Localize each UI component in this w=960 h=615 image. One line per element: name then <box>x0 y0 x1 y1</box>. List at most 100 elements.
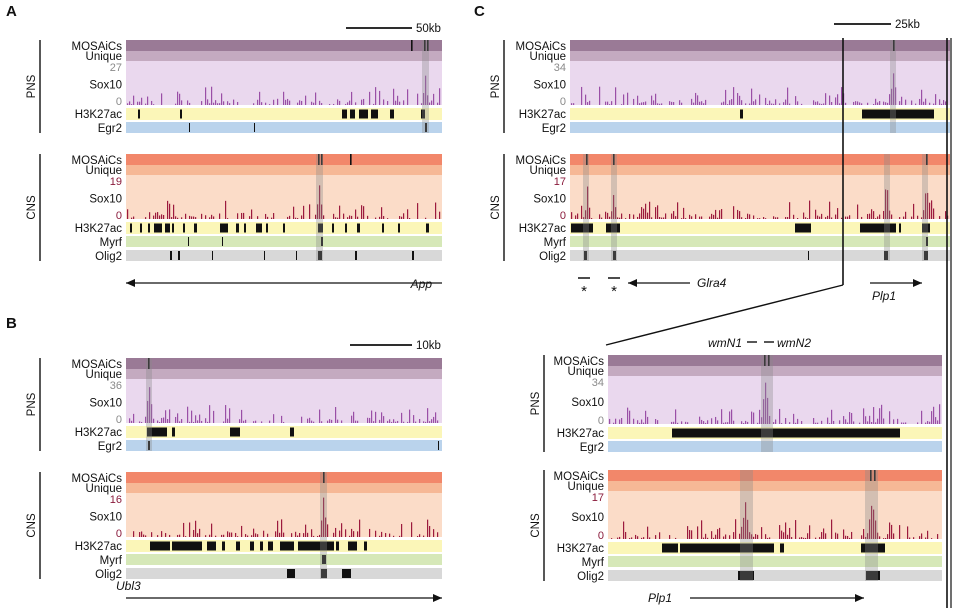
sox10-peak-bar <box>931 538 933 539</box>
sox10-peak-bar <box>707 420 709 424</box>
h3k27ac-peak <box>795 223 811 233</box>
sox10-peak-bar <box>585 94 587 105</box>
sox10-peak-bar <box>869 519 871 539</box>
sox10-peak-bar <box>925 98 927 105</box>
sox10-track <box>126 493 442 537</box>
h3k27ac-peak <box>350 109 355 119</box>
sox10-peak-bar <box>315 92 317 105</box>
sox10-peak-bar <box>773 422 775 424</box>
sox10-peak-bar <box>851 412 853 424</box>
sox10-peak-bar <box>891 524 893 539</box>
sox10-peak-bar <box>257 534 259 537</box>
sox10-max-value: 19 <box>110 176 122 188</box>
sox10-peak-bar <box>439 88 441 105</box>
sox10-peak-bar <box>883 210 885 219</box>
sox10-peak-bar <box>373 421 375 423</box>
tf-binding-peak <box>254 123 255 132</box>
sox10-peak-bar <box>311 101 313 105</box>
sox10-peak-bar <box>185 213 187 219</box>
sox10-peak-bar <box>337 217 339 219</box>
sox10-peak-bar <box>723 101 725 105</box>
arrow-head <box>913 279 922 287</box>
sox10-peak-bar <box>749 532 751 539</box>
sox10-peak-bar <box>689 530 691 539</box>
mosaics-track <box>126 358 442 369</box>
sox10-peak-bar <box>307 418 309 423</box>
sox10-peak-bar <box>629 213 631 219</box>
sox10-peak-bar <box>183 522 185 537</box>
h3k27ac-peak <box>672 428 900 438</box>
sox10-peak-bar <box>221 93 223 105</box>
mosaics-mark <box>321 154 323 165</box>
tf-binding-peak <box>322 555 326 564</box>
sox10-peak-bar <box>921 533 923 539</box>
sox10-peak-bar <box>225 200 227 219</box>
sox10-peak-bar <box>867 533 869 539</box>
sox10-peak-bar <box>253 528 255 537</box>
sox10-peak-bar <box>369 417 371 423</box>
sox10-peak-bar <box>607 212 609 219</box>
mosaics-mark <box>323 472 325 483</box>
sox10-peak-bar <box>419 418 421 423</box>
sox10-peak-bar <box>613 195 615 219</box>
sox10-peak-bar <box>171 217 173 219</box>
sox10-peak-bar <box>261 421 263 423</box>
sox10-peak-bar <box>707 537 709 539</box>
panel-cz-plp1-arrow <box>690 594 864 602</box>
sox10-peak-bar <box>619 217 621 219</box>
myrf-track-label: Myrf <box>100 237 123 249</box>
sox10-peak-bar <box>437 420 439 423</box>
sox10-peak-bar <box>293 206 295 219</box>
sox10-peak-bar <box>151 532 153 537</box>
sox10-peak-bar <box>747 421 749 424</box>
sox10-peak-bar <box>735 519 737 539</box>
sox10-peak-bar <box>311 420 313 423</box>
sox10-peak-bar <box>379 216 381 219</box>
sox10-peak-bar <box>715 534 717 539</box>
sox10-peak-bar <box>943 100 945 105</box>
sox10-peak-bar <box>645 203 647 219</box>
sox10-peak-bar <box>821 532 823 539</box>
sox10-max-value: 16 <box>110 494 122 506</box>
unique-track <box>126 165 442 175</box>
sox10-peak-bar <box>883 418 885 424</box>
sox10-peak-bar <box>177 413 179 423</box>
sox10-peak-bar <box>879 101 881 105</box>
sox10-peak-bar <box>675 537 677 539</box>
sox10-peak-bar <box>773 103 775 105</box>
sox10-peak-bar <box>339 100 341 105</box>
mosaics-mark <box>874 470 876 481</box>
sox10-peak-bar <box>787 534 789 539</box>
sox10-peak-bar <box>729 100 731 105</box>
mosaics-mark <box>764 355 766 366</box>
h3k27ac-peak <box>780 543 784 553</box>
sox10-peak-bar <box>641 207 643 219</box>
sox10-peak-bar <box>747 213 749 219</box>
h3k27ac-peak <box>390 109 394 119</box>
mosaics-track <box>608 355 942 366</box>
sox10-peak-bar <box>765 534 767 539</box>
sox10-peak-bar <box>859 422 861 424</box>
mosaics-mark <box>424 40 426 51</box>
sox10-peak-bar <box>383 216 385 219</box>
sox10-peak-bar <box>643 422 645 424</box>
sox10-peak-bar <box>265 213 267 219</box>
sox10-peak-bar <box>649 201 651 219</box>
sox10-peak-bar <box>801 103 803 105</box>
sox10-peak-bar <box>855 101 857 105</box>
sox10-peak-bar <box>439 211 441 219</box>
sox10-peak-bar <box>393 419 395 423</box>
egr2-track <box>570 122 950 133</box>
sox10-peak-bar <box>181 100 183 105</box>
sox10-peak-bar <box>695 214 697 219</box>
sox10-peak-bar <box>827 215 829 219</box>
sox10-peak-bar <box>403 100 405 105</box>
sox10-peak-bar <box>637 95 639 105</box>
myrf-track-label: Myrf <box>582 557 605 569</box>
sox10-peak-bar <box>317 535 319 537</box>
sox10-peak-bar <box>369 91 371 105</box>
sox10-peak-bar <box>775 217 777 219</box>
sox10-peak-bar <box>945 211 947 219</box>
tf-binding-peak <box>321 237 323 246</box>
sox10-peak-bar <box>899 525 901 539</box>
